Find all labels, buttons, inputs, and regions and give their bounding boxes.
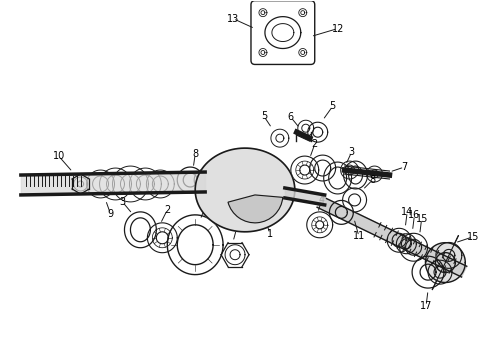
Text: 9: 9	[107, 209, 114, 219]
Text: 14: 14	[401, 207, 414, 217]
Text: 5: 5	[261, 111, 267, 121]
Text: 2: 2	[312, 139, 318, 149]
Text: 8: 8	[192, 149, 198, 159]
Text: 11: 11	[353, 231, 365, 241]
Text: 7: 7	[202, 202, 208, 212]
Polygon shape	[223, 160, 283, 220]
Text: 4: 4	[318, 195, 325, 205]
Text: 16: 16	[408, 210, 420, 220]
Text: 10: 10	[52, 151, 65, 161]
Text: 15: 15	[416, 214, 428, 224]
Wedge shape	[228, 195, 283, 223]
Text: 8: 8	[369, 175, 375, 185]
Text: 4: 4	[234, 222, 240, 232]
Text: 1: 1	[267, 229, 273, 239]
Text: 2: 2	[164, 205, 171, 215]
Text: 13: 13	[227, 14, 239, 24]
Text: 15: 15	[466, 232, 479, 242]
Text: 6: 6	[288, 112, 294, 122]
Text: 3: 3	[348, 147, 355, 157]
Polygon shape	[425, 243, 466, 283]
Text: 17: 17	[420, 301, 432, 311]
Polygon shape	[232, 162, 288, 218]
Text: 7: 7	[401, 162, 408, 172]
Text: 3: 3	[120, 197, 125, 207]
Polygon shape	[195, 148, 295, 232]
Text: 12: 12	[331, 24, 344, 33]
Text: 5: 5	[330, 101, 336, 111]
Polygon shape	[317, 197, 467, 277]
